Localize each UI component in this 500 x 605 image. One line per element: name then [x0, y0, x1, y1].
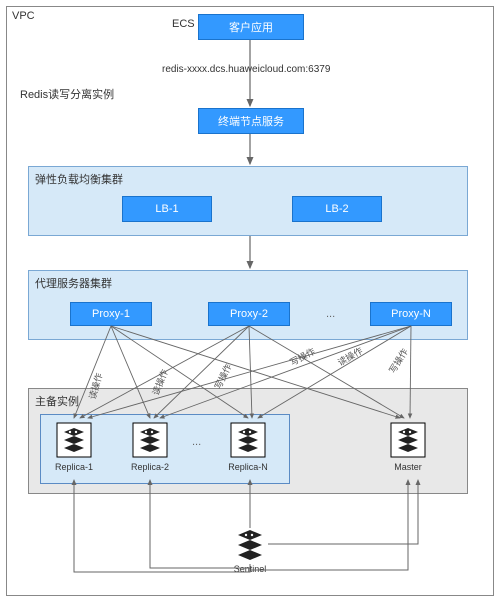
client-app-label: 客户应用 — [229, 19, 273, 35]
ecs-label: ECS — [172, 18, 195, 30]
lb-1-box: LB-1 — [122, 196, 212, 222]
master-replica-title: 主备实例 — [35, 393, 79, 409]
master-label: Master — [382, 462, 434, 472]
proxy-1-label: Proxy-1 — [92, 308, 130, 320]
lb-cluster-box: 弹性负载均衡集群 — [28, 166, 468, 236]
sentinel-label: Sentinel — [222, 564, 278, 574]
endpoint-service-label: 终端节点服务 — [218, 113, 284, 129]
endpoint-service-box: 终端节点服务 — [198, 108, 304, 134]
replica-1-label: Replica-1 — [46, 462, 102, 472]
replica-n-label: Replica-N — [220, 462, 276, 472]
sentinel-icon — [232, 526, 268, 562]
replica-ellipsis: ... — [192, 436, 201, 448]
replica-1-icon — [56, 422, 92, 458]
proxy-cluster-title: 代理服务器集群 — [35, 275, 112, 291]
lb-cluster-title: 弹性负载均衡集群 — [35, 171, 123, 187]
replica-2-label: Replica-2 — [122, 462, 178, 472]
lb-2-box: LB-2 — [292, 196, 382, 222]
proxy-ellipsis: ... — [326, 308, 335, 320]
vpc-label: VPC — [12, 10, 35, 22]
proxy-n-label: Proxy-N — [391, 308, 431, 320]
lb-2-label: LB-2 — [325, 203, 348, 215]
proxy-2-label: Proxy-2 — [230, 308, 268, 320]
proxy-1-box: Proxy-1 — [70, 302, 152, 326]
master-icon — [390, 422, 426, 458]
replica-n-icon — [230, 422, 266, 458]
proxy-n-box: Proxy-N — [370, 302, 452, 326]
instance-type-label: Redis读写分离实例 — [20, 86, 114, 102]
replica-2-icon — [132, 422, 168, 458]
proxy-2-box: Proxy-2 — [208, 302, 290, 326]
connection-text: redis-xxxx.dcs.huaweicloud.com:6379 — [162, 64, 330, 75]
lb-1-label: LB-1 — [155, 203, 178, 215]
client-app-box: 客户应用 — [198, 14, 304, 40]
